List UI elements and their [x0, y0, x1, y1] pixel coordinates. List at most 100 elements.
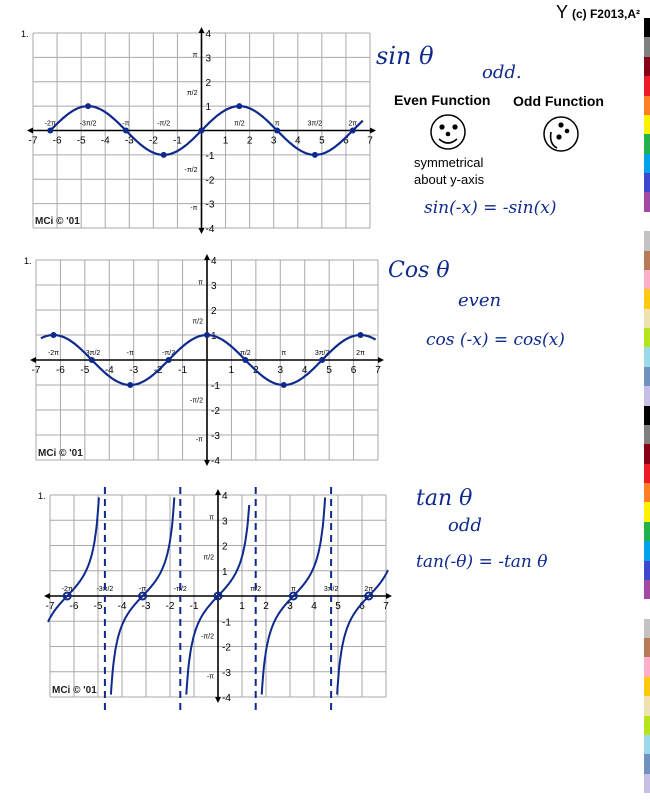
- cos-key-point: [50, 332, 57, 338]
- tan-curve-branch: [47, 497, 100, 623]
- palette-swatch[interactable]: [644, 444, 650, 464]
- sin-key-point: [236, 103, 243, 110]
- x-tick-label: -3: [125, 136, 134, 147]
- x-pi-label: π/2: [240, 350, 251, 357]
- x-tick-label: -6: [70, 601, 79, 612]
- tan-curve-branch: [109, 497, 176, 695]
- y-tick-label: 3: [211, 281, 217, 292]
- tan-panel: -7-6-5-4-3-2-112345674321-1-2-3-4-2π-3π/…: [38, 487, 392, 715]
- y-pi-label: -π: [207, 673, 214, 680]
- y-tick-label: 4: [222, 491, 228, 502]
- y-tick-label: 4: [211, 256, 217, 267]
- palette-swatch[interactable]: [644, 231, 650, 251]
- y-pi-label: π/2: [187, 90, 198, 97]
- palette-swatch[interactable]: [644, 95, 650, 115]
- palette-swatch[interactable]: [644, 56, 650, 77]
- palette-swatch[interactable]: [644, 76, 650, 96]
- y-tick-label: -1: [222, 617, 231, 628]
- tan-zero-point: [213, 591, 223, 601]
- palette-swatch[interactable]: [644, 269, 650, 290]
- palette-swatch[interactable]: [644, 386, 650, 406]
- color-palette[interactable]: [644, 18, 650, 793]
- y-tick-label: -1: [206, 151, 215, 162]
- corner-number: 1.: [21, 29, 29, 39]
- y-pi-label: -π/2: [190, 397, 203, 404]
- x-pi-label: 2π: [356, 350, 365, 357]
- palette-swatch[interactable]: [644, 657, 650, 677]
- x-tick-label: -5: [77, 136, 86, 147]
- y-pi-label: π: [193, 52, 198, 59]
- x-tick-label: 4: [311, 601, 317, 612]
- sin-key-point: [311, 151, 318, 158]
- tan-identity-note: tan(-θ) = -tan θ: [416, 552, 548, 572]
- palette-swatch[interactable]: [644, 502, 650, 522]
- palette-swatch[interactable]: [644, 463, 650, 483]
- y-pi-label: π: [198, 279, 203, 286]
- palette-swatch[interactable]: [644, 560, 650, 580]
- x-tick-label: -5: [94, 601, 103, 612]
- x-tick-label: 3: [287, 601, 293, 612]
- even-function-label: Even Function: [394, 92, 491, 108]
- palette-swatch[interactable]: [644, 754, 650, 774]
- x-pi-label: π: [281, 350, 286, 357]
- palette-swatch[interactable]: [644, 366, 650, 387]
- x-tick-label: 7: [367, 136, 373, 147]
- x-tick-label: 4: [295, 136, 301, 147]
- palette-swatch[interactable]: [644, 773, 650, 793]
- palette-swatch[interactable]: [644, 599, 650, 619]
- palette-swatch[interactable]: [644, 579, 650, 600]
- x-tick-label: 1: [229, 365, 235, 376]
- palette-swatch[interactable]: [644, 114, 650, 135]
- tan-curve-branch: [185, 504, 251, 695]
- palette-swatch[interactable]: [644, 638, 650, 658]
- palette-swatch[interactable]: [644, 618, 650, 638]
- palette-swatch[interactable]: [644, 192, 650, 212]
- palette-swatch[interactable]: [644, 18, 650, 38]
- x-tick-label: 6: [359, 601, 365, 612]
- palette-swatch[interactable]: [644, 541, 650, 561]
- palette-swatch[interactable]: [644, 715, 650, 735]
- x-tick-label: 2: [247, 136, 253, 147]
- cos-key-point: [165, 357, 172, 363]
- palette-swatch[interactable]: [644, 308, 650, 328]
- x-pi-label: 2π: [364, 586, 373, 593]
- palette-swatch[interactable]: [644, 134, 650, 154]
- sin-key-point: [349, 127, 356, 134]
- palette-swatch[interactable]: [644, 173, 650, 193]
- palette-swatch[interactable]: [644, 696, 650, 716]
- x-tick-label: -7: [29, 136, 38, 147]
- watermark: MCi © '01: [38, 448, 83, 459]
- x-tick-label: -7: [32, 365, 41, 376]
- x-tick-label: 7: [375, 365, 381, 376]
- palette-swatch[interactable]: [644, 153, 650, 173]
- x-pi-label: π: [291, 586, 296, 593]
- y-pi-label: -π/2: [185, 167, 198, 174]
- palette-swatch[interactable]: [644, 483, 650, 503]
- x-tick-label: 7: [383, 601, 389, 612]
- palette-swatch[interactable]: [644, 347, 650, 367]
- tan-curve-branch: [260, 497, 327, 695]
- sin-panel: -7 -6 -5 -4 -3 -2 -1 1 2 3 4 5 6 7 4 3 2 1 -1 -2 -3 -4 -2π -3π/…: [21, 27, 376, 235]
- x-pi-label: -π/2: [162, 350, 175, 357]
- y-pi-label: -π/2: [201, 634, 214, 641]
- palette-swatch[interactable]: [644, 211, 650, 232]
- sin-key-point: [47, 127, 54, 134]
- palette-swatch[interactable]: [644, 289, 650, 309]
- palette-swatch[interactable]: [644, 424, 650, 445]
- watermark: MCi © '01: [52, 685, 97, 696]
- y-tick-label: -3: [211, 431, 220, 442]
- x-pi-label: -3π/2: [83, 350, 100, 357]
- x-tick-label: -1: [190, 601, 199, 612]
- palette-swatch[interactable]: [644, 250, 650, 270]
- palette-swatch[interactable]: [644, 405, 650, 425]
- x-tick-label: 5: [326, 365, 332, 376]
- x-tick-label: 6: [351, 365, 357, 376]
- palette-swatch[interactable]: [644, 734, 650, 755]
- palette-swatch[interactable]: [644, 37, 650, 57]
- palette-swatch[interactable]: [644, 676, 650, 697]
- palette-swatch[interactable]: [644, 328, 650, 348]
- palette-swatch[interactable]: [644, 521, 650, 542]
- x-tick-label: -4: [118, 601, 127, 612]
- symmetric-note-line2: about y-axis: [414, 172, 485, 187]
- tan-parity-note: odd: [448, 515, 482, 536]
